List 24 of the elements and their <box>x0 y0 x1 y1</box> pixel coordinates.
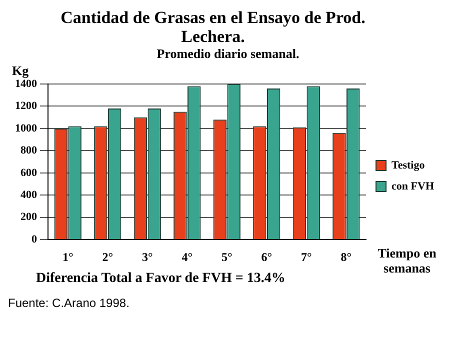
chart-subtitle: Promedio diario semanal. <box>156 46 300 62</box>
x-tick-label: 4° <box>182 250 193 264</box>
x-tick-label: 6° <box>261 250 272 264</box>
text: Diferencia Total a Favor de FVH = 13.4% <box>36 271 286 286</box>
x-tick-label: 7° <box>300 250 312 264</box>
y-tick-label: 400 <box>20 188 38 201</box>
y-tick-label: 1000 <box>15 122 38 134</box>
y-tick-label: 800 <box>20 144 38 157</box>
x-tick-label: 2° <box>102 250 114 264</box>
x-tick-label: 1° <box>62 250 74 264</box>
source-note: Fuente: C.Arano 1998. <box>8 296 130 311</box>
y-tick-label: 600 <box>20 166 38 179</box>
y-tick-label: 0 <box>32 233 38 246</box>
x-axis-title: Tiempo en semanas <box>378 245 438 276</box>
y-tick-label: 1400 <box>15 78 38 90</box>
y-tick-label: 1200 <box>15 100 38 112</box>
x-tick-label: 8° <box>340 250 352 264</box>
legend-label: con FVH <box>392 180 434 192</box>
y-tick-label: 200 <box>20 211 38 224</box>
legend-label: Testigo <box>392 159 426 172</box>
y-axis-title: Kg <box>12 62 30 78</box>
chart-title: Cantidad de Grasas en el Ensayo de Prod. Lechera. <box>60 8 366 46</box>
x-tick-label: 3° <box>142 250 153 264</box>
x-tick-label: 5° <box>221 250 232 264</box>
